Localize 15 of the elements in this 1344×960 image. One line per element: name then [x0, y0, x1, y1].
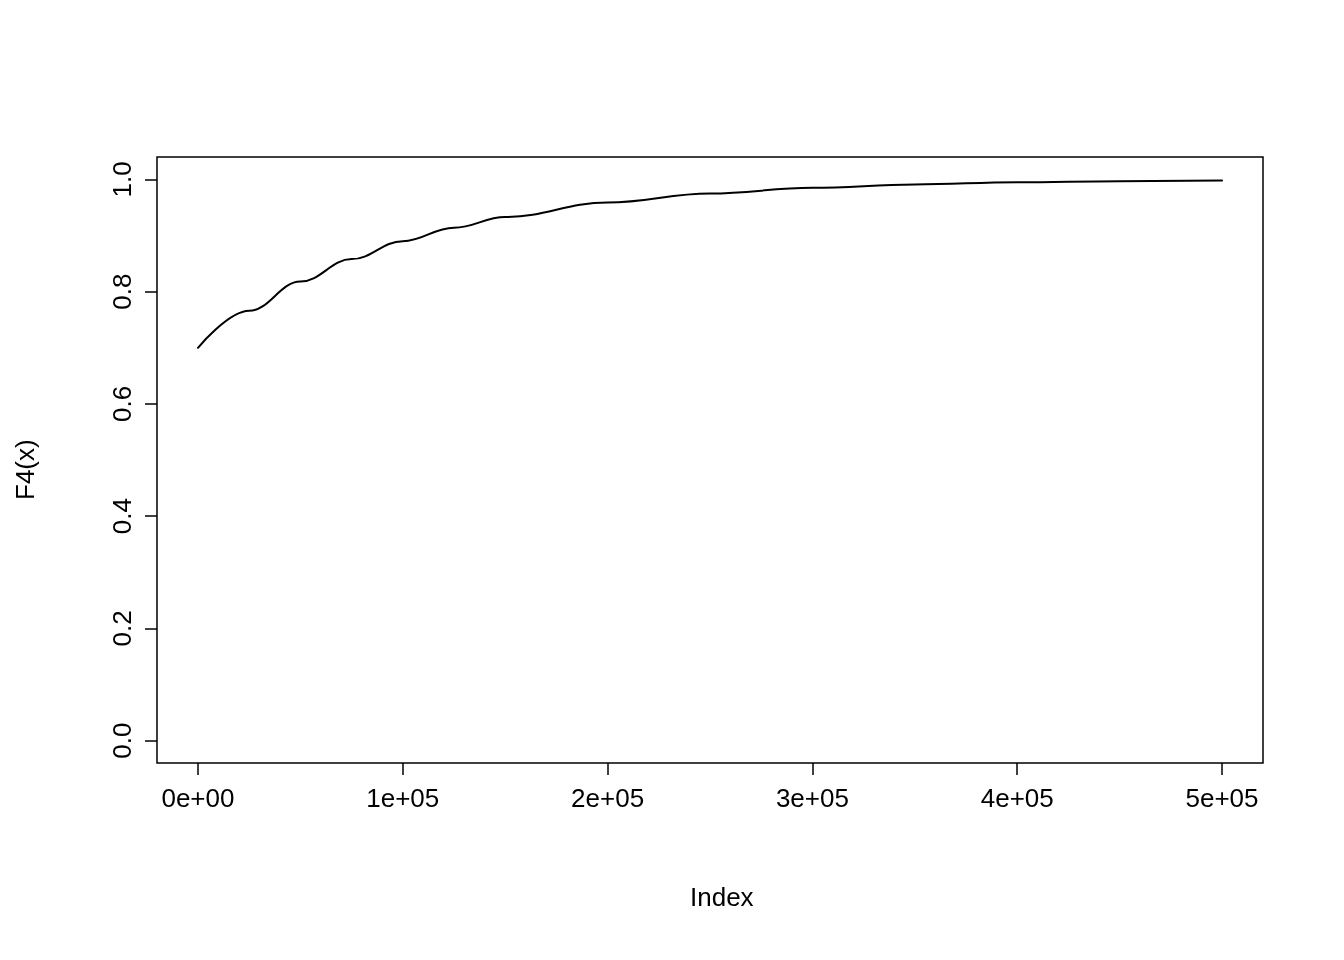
y-tick-label: 1.0 [107, 161, 137, 198]
y-tick-label: 0.0 [107, 722, 137, 759]
y-tick-label: 0.4 [107, 498, 137, 535]
y-axis-title: F4(x) [10, 439, 40, 500]
x-axis-title: Index [690, 882, 754, 912]
x-tick-label: 1e+05 [366, 783, 440, 813]
y-tick-label: 0.2 [107, 610, 137, 647]
x-tick-label: 4e+05 [980, 783, 1054, 813]
x-tick-label: 2e+05 [571, 783, 645, 813]
x-tick-label: 3e+05 [775, 783, 849, 813]
x-tick-label: 5e+05 [1185, 783, 1259, 813]
x-tick-label: 0e+00 [161, 783, 235, 813]
y-tick-label: 0.6 [107, 385, 137, 422]
line-series [196, 179, 1224, 349]
y-tick-label: 0.8 [107, 273, 137, 310]
